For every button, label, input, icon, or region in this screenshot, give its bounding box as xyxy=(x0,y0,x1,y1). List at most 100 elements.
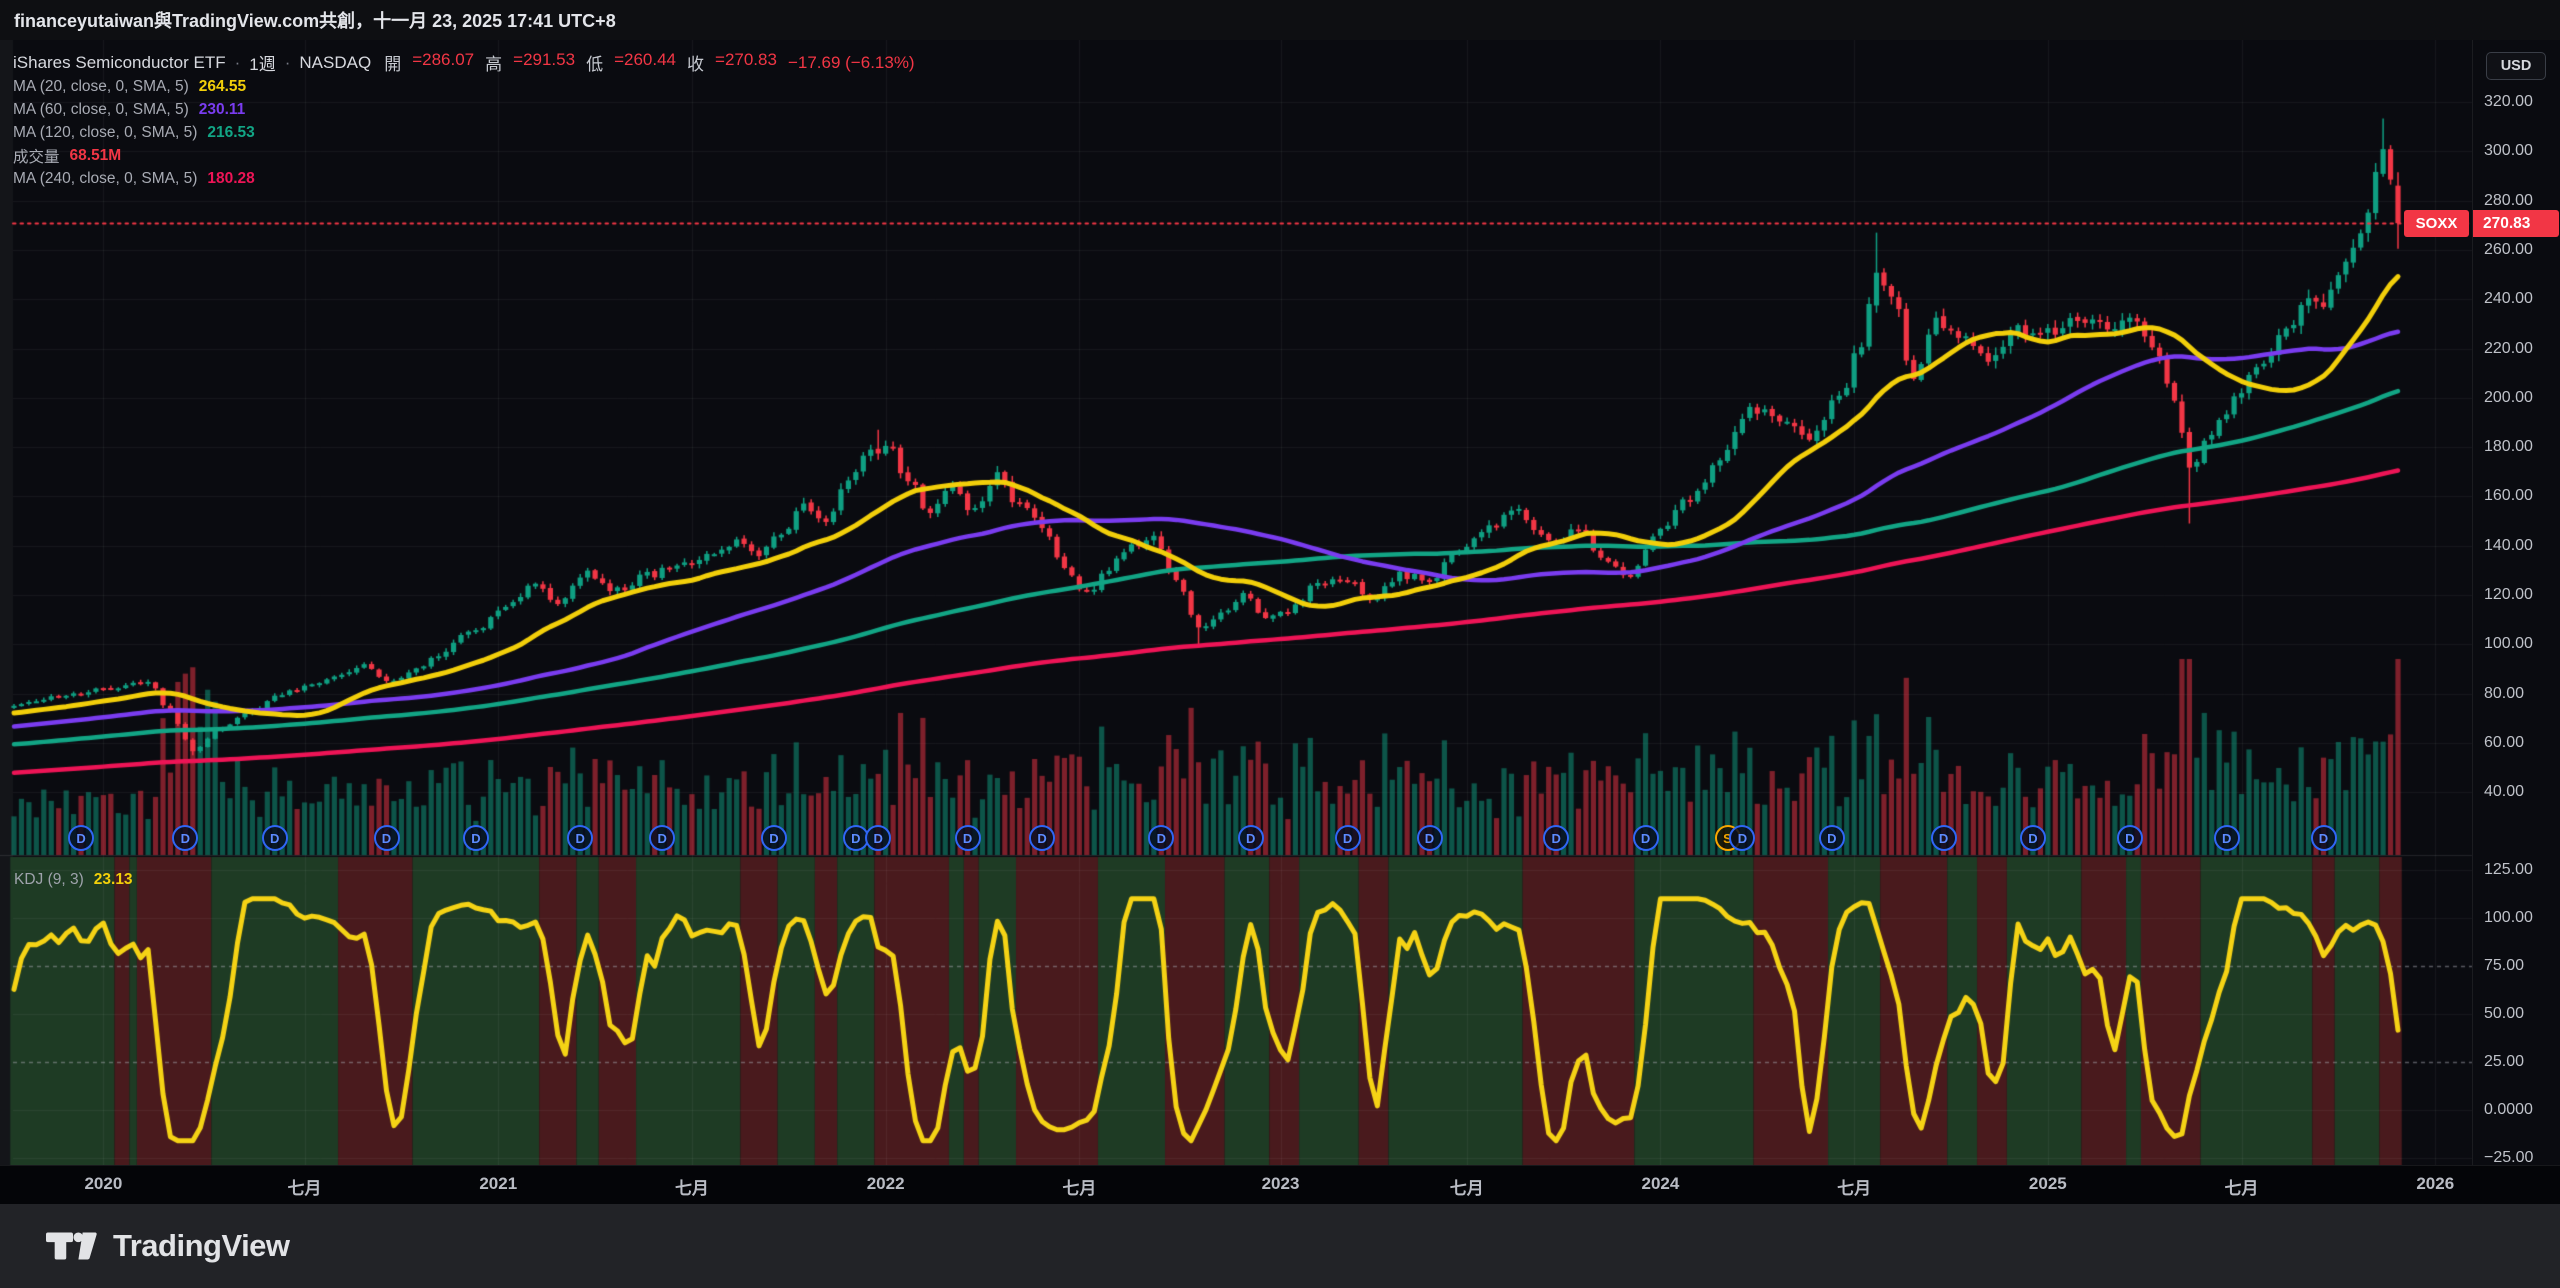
kdj-value: 23.13 xyxy=(93,871,133,888)
dividend-marker[interactable]: D xyxy=(373,825,400,851)
time-axis-scale[interactable]: 2020 七月 2021 七月 2022 七月 2023 七月 2024 七月 2025 七月 2026 xyxy=(0,1165,2560,1204)
legend-separator: · xyxy=(284,52,291,72)
price-tick-label: 80.00 xyxy=(2484,684,2525,702)
price-tick-label: 300.00 xyxy=(2484,142,2533,160)
price-tick-label: 320.00 xyxy=(2484,93,2533,110)
kdj-tick-label: 0.0000 xyxy=(2484,1101,2533,1118)
indicator-legend-row[interactable]: MA (120, close, 0, SMA, 5) 216.53 xyxy=(13,121,915,144)
price-tick-label: 120.00 xyxy=(2484,586,2533,603)
ohlc-value: =286.07 xyxy=(412,50,475,69)
ohlc-values: 開 =286.07 高 =291.53 低 =260.44 收 =270.83 xyxy=(384,50,777,75)
dividend-marker[interactable]: D xyxy=(1029,825,1056,851)
indicator-label: MA (20, close, 0, SMA, 5) xyxy=(13,77,189,95)
attribution-bar: financeyutaiwan與TradingView.com共創，十一月 23… xyxy=(0,0,2560,40)
indicator-label: 成交量 xyxy=(13,148,60,166)
price-chart-canvas[interactable] xyxy=(0,40,2560,1165)
price-tick-label: 240.00 xyxy=(2484,290,2533,308)
price-tick-label: 260.00 xyxy=(2484,240,2533,258)
last-price-tag: 270.83 xyxy=(2473,210,2559,238)
dividend-marker[interactable]: D xyxy=(649,825,676,851)
symbol-legend-row[interactable]: iShares Semiconductor ETF · 1週 · NASDAQ … xyxy=(13,50,915,75)
dividend-marker[interactable]: D xyxy=(2116,825,2143,851)
dividend-marker[interactable]: D xyxy=(1729,825,1756,851)
ohlc-value: =260.44 xyxy=(614,50,677,69)
kdj-tick-label: 100.00 xyxy=(2484,909,2533,926)
chart-pane: iShares Semiconductor ETF · 1週 · NASDAQ … xyxy=(0,40,2560,1165)
dividend-marker[interactable]: D xyxy=(2019,825,2046,851)
dividend-marker[interactable]: D xyxy=(2213,825,2240,851)
time-axis-label: 七月 xyxy=(674,1179,709,1198)
kdj-label: KDJ (9, 3) xyxy=(14,871,84,888)
price-tick-label: 140.00 xyxy=(2484,536,2533,554)
time-axis-label: 七月 xyxy=(1062,1179,1097,1198)
time-axis-label: 2026 xyxy=(2416,1174,2455,1193)
time-axis-label: 2025 xyxy=(2028,1174,2067,1193)
indicator-value: 68.51M xyxy=(69,146,122,164)
indicator-value: 180.28 xyxy=(207,169,255,187)
dividend-marker[interactable]: D xyxy=(567,825,594,851)
dividend-marker[interactable]: D xyxy=(462,825,489,851)
indicator-legend-row[interactable]: 成交量 68.51M xyxy=(13,144,915,167)
dividend-marker[interactable]: D xyxy=(1543,825,1570,851)
symbol-interval[interactable]: 1週 xyxy=(249,55,276,74)
dividend-marker[interactable]: D xyxy=(954,825,981,851)
symbol-price-flag: SOXX xyxy=(2404,210,2469,238)
legend-separator: · xyxy=(234,52,241,72)
tradingview-logo[interactable]: TradingView xyxy=(46,1228,290,1264)
time-axis-label: 七月 xyxy=(287,1179,322,1198)
currency-button[interactable]: USD xyxy=(2486,52,2546,80)
price-tick-label: 40.00 xyxy=(2484,783,2525,801)
ohlc-label: 開 xyxy=(384,55,402,74)
kdj-legend-row[interactable]: KDJ (9, 3) 23.13 xyxy=(14,871,133,889)
price-tick-label: 180.00 xyxy=(2484,438,2533,456)
dividend-marker[interactable]: D xyxy=(1632,825,1659,851)
time-axis-label: 七月 xyxy=(1449,1179,1484,1198)
symbol-title[interactable]: iShares Semiconductor ETF xyxy=(13,52,226,72)
ohlc-value: =291.53 xyxy=(513,50,576,69)
kdj-tick-label: 75.00 xyxy=(2484,957,2525,974)
time-axis-label: 2022 xyxy=(866,1174,905,1193)
symbol-exchange: NASDAQ xyxy=(299,52,372,72)
time-axis-label: 2020 xyxy=(84,1174,123,1193)
dividend-marker[interactable]: D xyxy=(1930,825,1957,851)
dividend-marker[interactable]: D xyxy=(68,825,95,851)
kdj-tick-label: 25.00 xyxy=(2484,1053,2525,1070)
price-tick-label: 100.00 xyxy=(2484,635,2533,653)
chart-legend: iShares Semiconductor ETF · 1週 · NASDAQ … xyxy=(13,50,915,190)
kdj-tick-label: −25.00 xyxy=(2484,1149,2534,1166)
time-axis-label: 七月 xyxy=(1837,1179,1872,1198)
time-axis-label: 2024 xyxy=(1641,1174,1680,1193)
dividend-marker[interactable]: D xyxy=(1237,825,1264,851)
time-axis-label: 2021 xyxy=(479,1174,518,1193)
footer-bar: TradingView xyxy=(0,1203,2560,1288)
dividend-marker[interactable]: D xyxy=(1334,825,1361,851)
ohlc-label: 低 xyxy=(586,55,604,74)
dividend-marker[interactable]: D xyxy=(1818,825,1845,851)
dividend-marker[interactable]: D xyxy=(1416,825,1443,851)
price-tick-label: 220.00 xyxy=(2484,339,2533,357)
indicator-value: 230.11 xyxy=(198,100,246,118)
price-tick-label: 200.00 xyxy=(2484,388,2533,406)
ohlc-label: 收 xyxy=(687,55,705,74)
indicator-legend-row[interactable]: MA (240, close, 0, SMA, 5) 180.28 xyxy=(13,167,915,190)
price-axis-scale[interactable]: USD 270.83 320.00 300.00 280.00 260.00 240.0… xyxy=(2472,40,2560,1166)
kdj-tick-label: 50.00 xyxy=(2484,1005,2525,1022)
dividend-marker[interactable]: D xyxy=(865,825,892,851)
tradingview-logo-text: TradingView xyxy=(113,1227,290,1263)
dividend-marker[interactable]: D xyxy=(2310,825,2337,851)
tradingview-logo-icon xyxy=(46,1232,97,1259)
ohlc-value: =270.83 xyxy=(715,50,777,69)
indicator-label: MA (240, close, 0, SMA, 5) xyxy=(13,169,198,187)
dividend-marker[interactable]: D xyxy=(172,825,199,851)
indicator-legend-row[interactable]: MA (20, close, 0, SMA, 5) 264.55 xyxy=(13,75,915,98)
indicator-legend-row[interactable]: MA (60, close, 0, SMA, 5) 230.11 xyxy=(13,98,915,121)
time-axis-label: 2023 xyxy=(1261,1174,1300,1193)
dividend-marker[interactable]: D xyxy=(1148,825,1175,851)
attribution-text: financeyutaiwan與TradingView.com共創，十一月 23… xyxy=(14,11,616,31)
kdj-tick-label: 125.00 xyxy=(2484,861,2533,878)
indicator-value: 216.53 xyxy=(207,123,255,141)
dividend-marker[interactable]: D xyxy=(261,825,288,851)
dividend-marker[interactable]: D xyxy=(760,825,787,851)
change-value: −17.69 (−6.13%) xyxy=(787,52,915,72)
